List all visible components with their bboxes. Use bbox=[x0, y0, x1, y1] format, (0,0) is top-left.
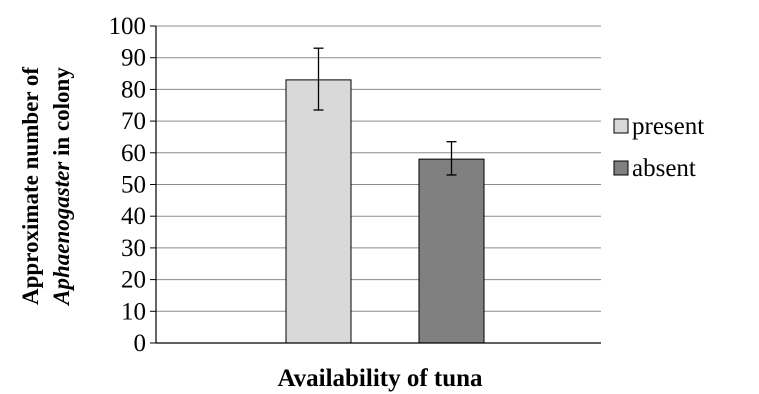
y-axis-label-line1: Approximate number of bbox=[18, 67, 43, 305]
bar-absent bbox=[418, 158, 485, 344]
y-tick-label: 20 bbox=[121, 267, 146, 294]
y-tick-label: 90 bbox=[121, 45, 146, 72]
error-bars bbox=[313, 47, 457, 176]
y-tick-label: 50 bbox=[121, 172, 146, 199]
y-tick-label: 0 bbox=[134, 330, 147, 357]
y-axis-label-line2: Aphaenogaster in colony bbox=[49, 67, 74, 307]
legend-swatch-absent bbox=[613, 160, 629, 176]
x-axis-label: Availability of tuna bbox=[277, 365, 483, 392]
legend-swatch-present bbox=[613, 118, 629, 134]
y-tick-label: 30 bbox=[121, 235, 146, 262]
gridlines bbox=[150, 25, 601, 344]
legend: present absent bbox=[613, 113, 704, 182]
legend-label-present: present bbox=[632, 113, 704, 140]
y-tick-label: 60 bbox=[121, 140, 146, 167]
legend-label-absent: absent bbox=[632, 155, 696, 182]
y-tick-label: 100 bbox=[109, 13, 147, 40]
y-tick-label: 40 bbox=[121, 203, 146, 230]
y-tick-label: 80 bbox=[121, 76, 146, 103]
y-axis-label: Approximate number of Aphaenogaster in c… bbox=[18, 67, 74, 307]
y-tick-label: 10 bbox=[121, 298, 146, 325]
bar-present bbox=[285, 79, 352, 344]
y-axis-label-italic: Aphaenogaster bbox=[49, 161, 74, 307]
y-tick-labels: 0 10 20 30 40 50 60 70 80 90 100 bbox=[109, 13, 147, 357]
y-axis-label-rest: in colony bbox=[49, 67, 74, 162]
bars bbox=[285, 79, 485, 344]
y-tick-label: 70 bbox=[121, 108, 146, 135]
